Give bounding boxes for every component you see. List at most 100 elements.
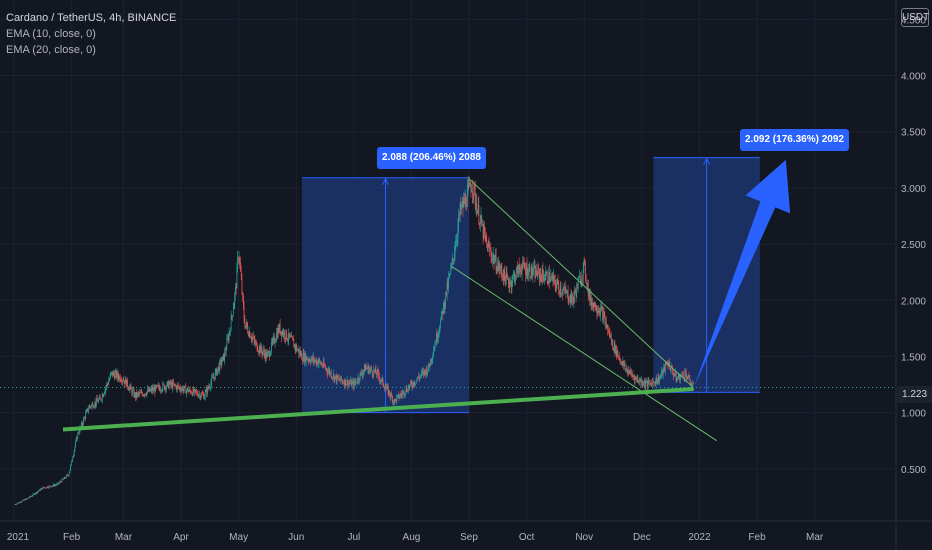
candle-body: [87, 408, 89, 412]
candle-body: [504, 268, 506, 277]
candle-body: [132, 390, 133, 394]
candle-body: [460, 204, 462, 210]
candle-body: [409, 384, 411, 389]
candle-body: [22, 499, 24, 501]
candle-body: [418, 377, 420, 379]
candle-body: [477, 204, 479, 211]
candle-body: [361, 372, 362, 375]
candle-body: [653, 381, 655, 383]
candle-body: [441, 311, 443, 312]
candle-body: [207, 386, 209, 389]
candle-body: [620, 359, 622, 363]
candle-body: [349, 383, 351, 384]
candle-body: [86, 410, 87, 414]
candle-body: [186, 388, 188, 391]
candle-body: [335, 375, 336, 377]
candle-body: [268, 351, 269, 353]
candle-body: [411, 383, 413, 386]
candle-body: [513, 274, 515, 275]
candle-body: [441, 311, 442, 320]
ema20-indicator[interactable]: EMA (20, close, 0): [6, 44, 96, 56]
candle-body: [680, 374, 682, 377]
candle-body: [101, 399, 102, 401]
candle-body: [366, 368, 368, 370]
candle-body: [615, 345, 616, 354]
candle-body: [249, 331, 251, 338]
candle-body: [301, 353, 303, 360]
candle-body: [516, 266, 518, 270]
candle-body: [255, 342, 256, 344]
candle-body: [605, 321, 606, 324]
candle-body: [456, 237, 458, 241]
candle-body: [392, 396, 393, 403]
candle-body: [574, 290, 575, 297]
measure-label-2[interactable]: 2.092 (176.36%) 2092: [740, 129, 849, 151]
candle-body: [595, 309, 597, 311]
candle-body: [291, 336, 292, 338]
candle-body: [628, 370, 629, 375]
candle-body: [416, 379, 418, 381]
candle-body: [675, 372, 677, 381]
candle-body: [135, 393, 136, 398]
y-tick-label: 4.500: [901, 15, 926, 26]
candle-body: [96, 398, 97, 405]
candle-body: [157, 385, 159, 387]
symbol-title[interactable]: Cardano / TetherUS, 4h, BINANCE: [6, 12, 177, 24]
candle-body: [269, 354, 271, 357]
candle-body: [687, 376, 688, 380]
candle-body: [55, 485, 56, 486]
candle-body: [311, 356, 313, 360]
candle-body: [297, 349, 299, 350]
candle-body: [140, 391, 142, 393]
candle-body: [524, 267, 526, 269]
candle-body: [598, 311, 600, 313]
candle-body: [431, 358, 433, 362]
candle-body: [518, 264, 520, 270]
candle-body: [36, 492, 38, 494]
candle-body: [29, 496, 31, 498]
candle-body: [670, 365, 672, 371]
candle-body: [307, 359, 308, 361]
candle-body: [376, 370, 378, 376]
candle-body: [286, 339, 288, 341]
candle-body: [641, 380, 642, 383]
candle-body: [543, 275, 544, 281]
candle-body: [199, 394, 200, 396]
candle-body: [214, 371, 216, 379]
candle-body: [565, 290, 567, 294]
candle-body: [552, 276, 554, 283]
candle-body: [649, 381, 651, 384]
candle-body: [196, 391, 197, 393]
candle-body: [253, 337, 254, 339]
candle-body: [428, 364, 430, 367]
candle-body: [559, 290, 560, 294]
candle-body: [91, 404, 92, 407]
candle-body: [449, 273, 451, 276]
candle-body: [150, 388, 152, 390]
candle-body: [233, 303, 235, 309]
candle-body: [320, 361, 321, 364]
candle-body: [658, 376, 660, 383]
candle-body: [551, 276, 553, 277]
candle-body: [425, 371, 426, 375]
candle-body: [20, 501, 22, 503]
candle-body: [354, 380, 356, 383]
candle-body: [163, 384, 165, 390]
candle-body: [667, 364, 669, 366]
candle-body: [34, 493, 35, 495]
currency-unit-button[interactable]: USDT: [901, 8, 929, 27]
ema10-indicator[interactable]: EMA (10, close, 0): [6, 28, 96, 40]
candle-body: [77, 432, 79, 439]
candle-body: [266, 353, 268, 358]
candle-body: [592, 302, 593, 309]
candle-body: [492, 255, 494, 258]
candle-body: [281, 331, 283, 336]
candle-body: [305, 356, 307, 363]
candle-body: [175, 385, 177, 387]
candle-body: [307, 359, 309, 361]
measure-label-1[interactable]: 2.088 (206.46%) 2088: [377, 147, 486, 169]
candle-body: [38, 490, 40, 492]
candle-body: [107, 383, 109, 385]
candle-body: [364, 365, 365, 371]
